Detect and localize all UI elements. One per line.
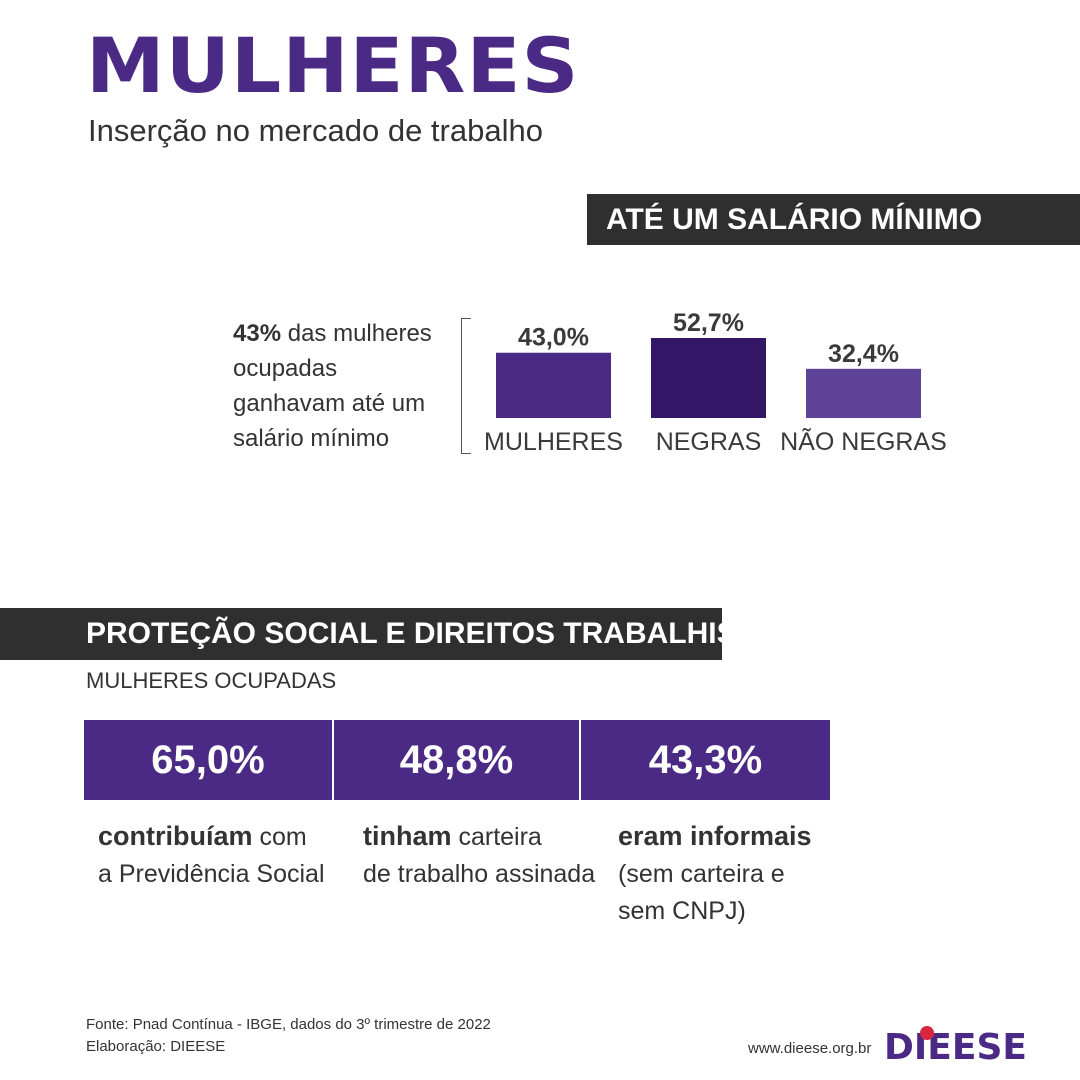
- stat-desc-bold: tinham: [363, 821, 452, 851]
- stat-desc-text: a Previdência Social: [98, 860, 325, 888]
- credit-text: Elaboração: DIEESE: [86, 1038, 226, 1055]
- stat-desc-informais: eram informais (sem carteira e sem CNPJ): [618, 818, 812, 930]
- source-note: Fonte: Pnad Contínua - IBGE, dados do 3º…: [86, 1014, 491, 1058]
- category-label-1: NEGRAS: [656, 428, 762, 456]
- stat-desc-previdencia: contribuíam com a Previdência Social: [98, 818, 325, 893]
- stat-desc-text: com: [252, 823, 307, 851]
- min-wage-bar-chart: 43,0% MULHERES 52,7% NEGRAS 32,4% NÃO NEGRAS: [484, 309, 947, 456]
- dieese-logo: DIEESE: [884, 1027, 1027, 1068]
- stat-box-carteira: 48,8%: [334, 720, 579, 800]
- stat-desc-text: sem CNPJ): [618, 897, 746, 925]
- stat-desc-bold: eram informais: [618, 821, 812, 851]
- section-label: MULHERES OCUPADAS: [86, 668, 337, 693]
- category-label-0: MULHERES: [484, 428, 623, 456]
- stat-desc-bold: contribuíam: [98, 821, 253, 851]
- page-subtitle: Inserção no mercado de trabalho: [88, 113, 543, 148]
- note-bracket: [461, 318, 471, 454]
- source-text: Fonte: Pnad Contínua - IBGE, dados do 3º…: [86, 1016, 491, 1033]
- section-banner-social-protection: PROTEÇÃO SOCIAL E DIREITOS TRABALHISTAS: [0, 608, 794, 660]
- category-label-2: NÃO NEGRAS: [780, 427, 947, 456]
- bar-0: [496, 352, 611, 418]
- note-highlight: 43%: [233, 320, 282, 347]
- page-title: MULHERES: [86, 21, 580, 110]
- stat-desc-text: (sem carteira e: [618, 860, 785, 888]
- stat-box-informais: 43,3%: [581, 720, 830, 800]
- bar-value-label-1: 52,7%: [673, 309, 744, 337]
- stat-desc-text: carteira: [451, 823, 542, 851]
- bar-2: [806, 368, 921, 418]
- min-wage-note: 43% das mulheres ocupadas ganhavam até u…: [233, 316, 453, 456]
- note-text: das mulheres ocupadas ganhavam até um sa…: [233, 320, 432, 452]
- bar-value-label-0: 43,0%: [518, 324, 589, 352]
- website-link[interactable]: www.dieese.org.br: [748, 1040, 872, 1057]
- logo-dot-icon: [920, 1026, 934, 1040]
- bar-1: [651, 338, 766, 418]
- stat-desc-carteira: tinham carteira de trabalho assinada: [363, 818, 595, 893]
- bar-value-label-2: 32,4%: [828, 340, 899, 368]
- section-banner-min-wage: ATÉ UM SALÁRIO MÍNIMO: [587, 194, 1080, 245]
- stat-box-previdencia: 65,0%: [84, 720, 332, 800]
- stat-desc-text: de trabalho assinada: [363, 860, 596, 888]
